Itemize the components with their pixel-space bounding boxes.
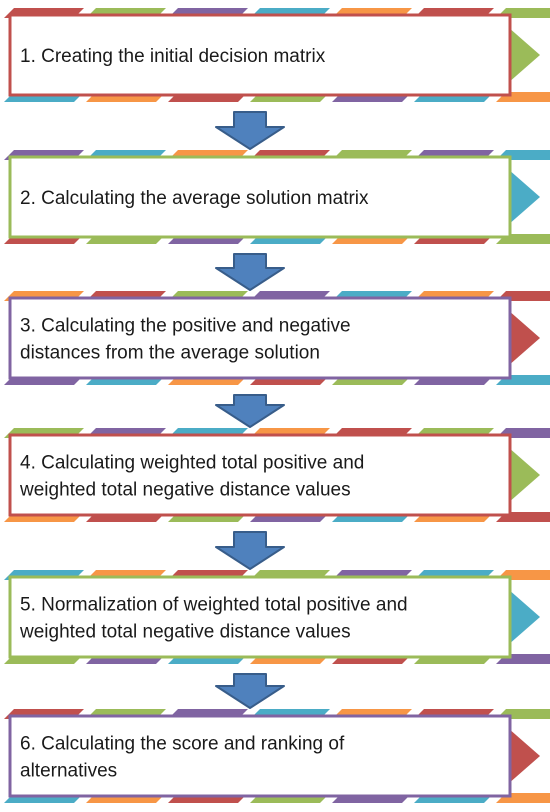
step-label: alternatives (20, 761, 117, 782)
step-label: weighted total negative distance values (19, 480, 351, 501)
step-box (8, 296, 512, 380)
step-label: 2. Calculating the average solution matr… (20, 188, 369, 209)
step-label: 6. Calculating the score and ranking of (20, 734, 345, 755)
chevron-right-icon (508, 728, 540, 784)
step-label: distances from the average solution (20, 343, 320, 364)
step-label: 5. Normalization of weighted total posit… (20, 595, 408, 616)
chevron-right-icon (508, 589, 540, 645)
down-arrow-icon (215, 111, 285, 150)
step-box (8, 433, 512, 517)
chevron-right-icon (508, 169, 540, 225)
chevron-right-icon (508, 27, 540, 83)
down-arrow-icon (215, 673, 285, 709)
step-box (8, 13, 512, 97)
step-label: 4. Calculating weighted total positive a… (20, 453, 364, 474)
step-box (8, 155, 512, 239)
down-arrow-icon (215, 531, 285, 570)
chevron-right-icon (508, 310, 540, 366)
chevron-right-icon (508, 447, 540, 503)
step-label: 3. Calculating the positive and negative (20, 316, 351, 337)
step-box (8, 714, 512, 798)
step-box (8, 575, 512, 659)
step-label: 1. Creating the initial decision matrix (20, 46, 326, 67)
step-label: weighted total negative distance values (19, 622, 351, 643)
down-arrow-icon (215, 394, 285, 428)
down-arrow-icon (215, 253, 285, 291)
